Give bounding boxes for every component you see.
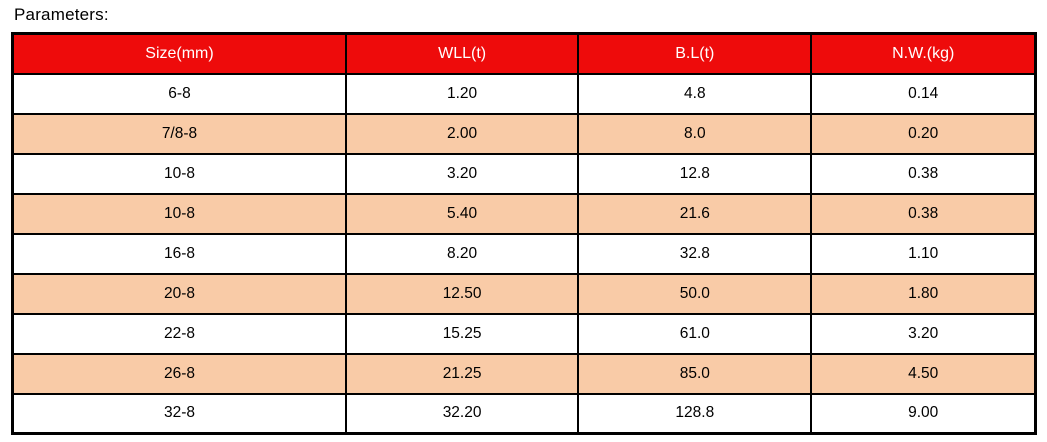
table-cell: 8.20 (344, 232, 580, 275)
table-row: 10-8 3.20 12.8 0.38 (11, 152, 1037, 195)
column-header-size: Size(mm) (11, 32, 347, 75)
column-header-bl: B.L(t) (577, 32, 813, 75)
table-row: 10-8 5.40 21.6 0.38 (11, 192, 1037, 235)
table-body: 6-8 1.20 4.8 0.14 7/8-8 2.00 8.0 0.20 10-8 3.20 12… (11, 72, 1037, 435)
table-cell: 26-8 (11, 352, 347, 395)
table-cell: 15.25 (344, 312, 580, 355)
table-cell: 4.8 (577, 72, 813, 115)
table-cell: 12.8 (577, 152, 813, 195)
table-cell: 32.8 (577, 232, 813, 275)
parameters-table: Size(mm) WLL(t) B.L(t) N.W.(kg) 6-8 1.20 4… (11, 32, 1037, 435)
table-cell: 128.8 (577, 392, 813, 435)
table-cell: 50.0 (577, 272, 813, 315)
table-cell: 22-8 (11, 312, 347, 355)
table-cell: 0.14 (810, 72, 1037, 115)
table-cell: 5.40 (344, 192, 580, 235)
table-cell: 0.38 (810, 152, 1037, 195)
table-cell: 8.0 (577, 112, 813, 155)
table-cell: 1.80 (810, 272, 1037, 315)
table-cell: 85.0 (577, 352, 813, 395)
table-row: 7/8-8 2.00 8.0 0.20 (11, 112, 1037, 155)
table-row: 6-8 1.20 4.8 0.14 (11, 72, 1037, 115)
table-cell: 20-8 (11, 272, 347, 315)
table-cell: 16-8 (11, 232, 347, 275)
table-cell: 2.00 (344, 112, 580, 155)
table-cell: 1.10 (810, 232, 1037, 275)
column-header-nw: N.W.(kg) (810, 32, 1037, 75)
table-cell: 4.50 (810, 352, 1037, 395)
table-cell: 0.20 (810, 112, 1037, 155)
table-row: 20-8 12.50 50.0 1.80 (11, 272, 1037, 315)
table-cell: 32.20 (344, 392, 580, 435)
column-header-wll: WLL(t) (344, 32, 580, 75)
table-cell: 32-8 (11, 392, 347, 435)
table-cell: 61.0 (577, 312, 813, 355)
table-cell: 9.00 (810, 392, 1037, 435)
table-row: 26-8 21.25 85.0 4.50 (11, 352, 1037, 395)
page-title: Parameters: (14, 5, 109, 24)
table-cell: 7/8-8 (11, 112, 347, 155)
table-cell: 10-8 (11, 152, 347, 195)
table-cell: 0.38 (810, 192, 1037, 235)
table-row: 16-8 8.20 32.8 1.10 (11, 232, 1037, 275)
table-row: 22-8 15.25 61.0 3.20 (11, 312, 1037, 355)
table-cell: 6-8 (11, 72, 347, 115)
table-row: 32-8 32.20 128.8 9.00 (11, 392, 1037, 435)
table-cell: 12.50 (344, 272, 580, 315)
table-cell: 1.20 (344, 72, 580, 115)
table-header: Size(mm) WLL(t) B.L(t) N.W.(kg) (11, 32, 1037, 75)
table-cell: 10-8 (11, 192, 347, 235)
table-cell: 21.6 (577, 192, 813, 235)
table-cell: 21.25 (344, 352, 580, 395)
table-cell: 3.20 (344, 152, 580, 195)
header-row: Size(mm) WLL(t) B.L(t) N.W.(kg) (11, 32, 1037, 75)
table-cell: 3.20 (810, 312, 1037, 355)
